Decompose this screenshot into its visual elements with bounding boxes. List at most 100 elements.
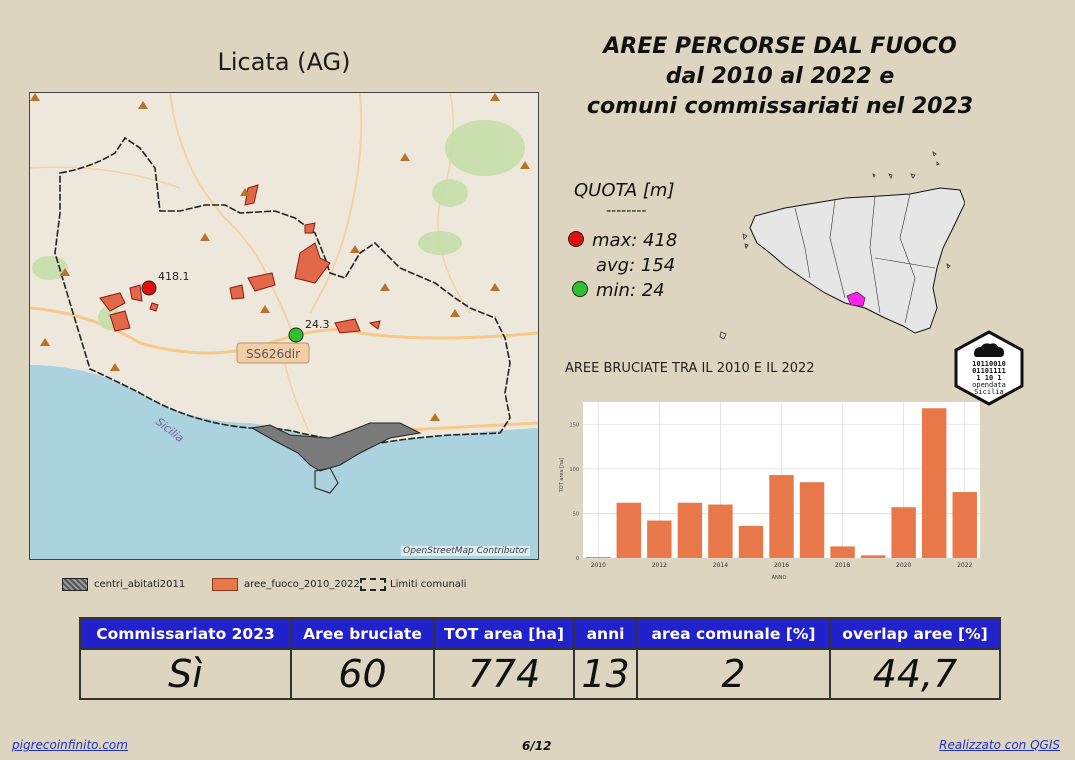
chart-bar	[830, 546, 855, 558]
main-map[interactable]: Sicilia SS626dir 418.1 24.3	[29, 92, 539, 560]
peak-icon	[30, 93, 40, 101]
quota-max: max: 418	[592, 230, 678, 251]
max-elevation-point[interactable]	[141, 280, 157, 296]
chart-bar	[891, 507, 916, 558]
burned-area	[334, 318, 361, 334]
min-elevation-point[interactable]	[288, 327, 304, 343]
header-commissariato: Commissariato 2023	[79, 617, 292, 650]
legend-item-centri: centri_abitati2011	[62, 578, 185, 591]
peak-icon	[490, 93, 500, 101]
legend-item-limiti: Limiti comunali	[360, 578, 466, 591]
map-title: Licata (AG)	[217, 48, 351, 76]
chart-xtick-label: 2012	[652, 562, 667, 569]
chart-bar	[738, 525, 764, 558]
secondary-road	[169, 93, 296, 344]
peak-icon	[240, 188, 250, 196]
header-tot-area: TOT area [ha]	[433, 617, 575, 650]
inhabited-centre	[250, 422, 422, 472]
red-dot-icon	[568, 231, 584, 247]
peak-icon	[200, 233, 210, 241]
logo-binary1: 10110010	[972, 360, 1006, 368]
province-line	[874, 257, 936, 269]
logo-text2: Sicilia	[974, 388, 1004, 396]
burned-area	[368, 320, 381, 330]
map-attribution: OpenStreetMap Contributor	[401, 546, 530, 556]
cloud-icon	[974, 343, 1004, 357]
hatch-swatch-icon	[62, 578, 88, 591]
burned-area	[109, 310, 131, 332]
quota-avg: avg: 154	[596, 255, 676, 276]
chart-xtick-label: 2018	[835, 562, 850, 569]
peak-icon	[520, 161, 530, 169]
boundary-swatch-icon	[360, 578, 386, 591]
island	[744, 243, 749, 249]
vegetation-patch	[445, 120, 525, 176]
island	[946, 263, 951, 269]
peak-icon	[138, 101, 148, 109]
peak-icon	[450, 309, 460, 317]
secondary-road	[30, 166, 181, 189]
header-area-comunale: area comunale [%]	[636, 617, 831, 650]
logo-binary3: 1 10 1	[976, 374, 1001, 382]
sicily-outline	[749, 187, 965, 334]
province-line	[869, 195, 881, 314]
peak-icon	[40, 338, 50, 346]
quota-min: min: 24	[596, 280, 665, 301]
island	[936, 161, 940, 166]
peak-icon	[260, 305, 270, 313]
licata-highlight	[846, 291, 866, 307]
chart-bar	[647, 520, 672, 558]
island	[910, 173, 916, 179]
bar-chart: 2010 2012 2014 2016 2018 2020 2022 0 50 100 150 A…	[559, 402, 980, 581]
legend-label-limiti: Limiti comunali	[390, 579, 467, 590]
chart-bar	[677, 502, 703, 558]
max-elevation-label: 418.1	[158, 270, 190, 283]
municipal-boundary	[54, 136, 511, 446]
cell-area-comunale: 2	[636, 648, 831, 700]
chart-bar	[860, 555, 886, 558]
footer-qgis-link[interactable]: Realizzato con QGIS	[939, 738, 1060, 752]
burned-area	[129, 284, 143, 302]
chart-title: AREE BRUCIATE TRA IL 2010 E IL 2022	[565, 361, 815, 376]
legend-item-fuoco: aree_fuoco_2010_2022	[212, 578, 360, 591]
table-row: Sì 60 774 13 2 44,7	[79, 648, 1001, 700]
island	[872, 173, 876, 179]
secondary-road	[309, 93, 363, 314]
green-dot-icon	[572, 281, 588, 297]
logo-text1: opendata	[972, 381, 1006, 389]
chart-bar	[769, 475, 794, 558]
header-overlap: overlap aree [%]	[829, 617, 1001, 650]
chart-xlabel: ANNO	[772, 575, 787, 581]
cell-tot-area: 774	[433, 648, 575, 700]
header-anni: anni	[573, 617, 638, 650]
burned-area	[247, 272, 276, 292]
burned-area	[229, 284, 245, 300]
min-elevation-label: 24.3	[305, 318, 330, 331]
road-shield	[236, 342, 310, 364]
chart-bars	[586, 408, 977, 558]
chart-bar	[616, 502, 642, 558]
peak-icon	[490, 283, 500, 291]
island	[719, 331, 727, 340]
footer-page-number: 6/12	[522, 739, 552, 753]
map-canvas: Sicilia SS626dir 418.1 24.3	[30, 93, 538, 559]
vegetation-patch	[32, 256, 68, 280]
chart-xtick-label: 2020	[896, 562, 911, 569]
peak-icon	[60, 268, 70, 276]
cell-overlap: 44,7	[829, 648, 1001, 700]
island	[742, 233, 748, 240]
table-header-row: Commissariato 2023 Aree bruciate TOT are…	[79, 617, 1001, 650]
chart-xtick-label: 2010	[591, 562, 606, 569]
peak-icon	[430, 413, 440, 421]
quota-separator: --------	[606, 203, 647, 219]
island	[888, 173, 893, 180]
fire-area-swatch-icon	[212, 578, 238, 591]
chart-x-ticks: 2010 2012 2014 2016 2018 2020 2022	[591, 562, 973, 569]
quota-max-row: max: 418	[568, 230, 677, 251]
logo-hexagon	[954, 330, 1024, 406]
footer-website-link[interactable]: pigrecoinfinito.com	[12, 738, 128, 752]
peak-icon	[380, 283, 390, 291]
chart-ytick-label: 150	[569, 422, 579, 428]
opendata-sicilia-logo: 10110010 01101111 1 10 1 opendata Sicili…	[954, 330, 1024, 406]
header-aree-bruciate: Aree bruciate	[290, 617, 435, 650]
